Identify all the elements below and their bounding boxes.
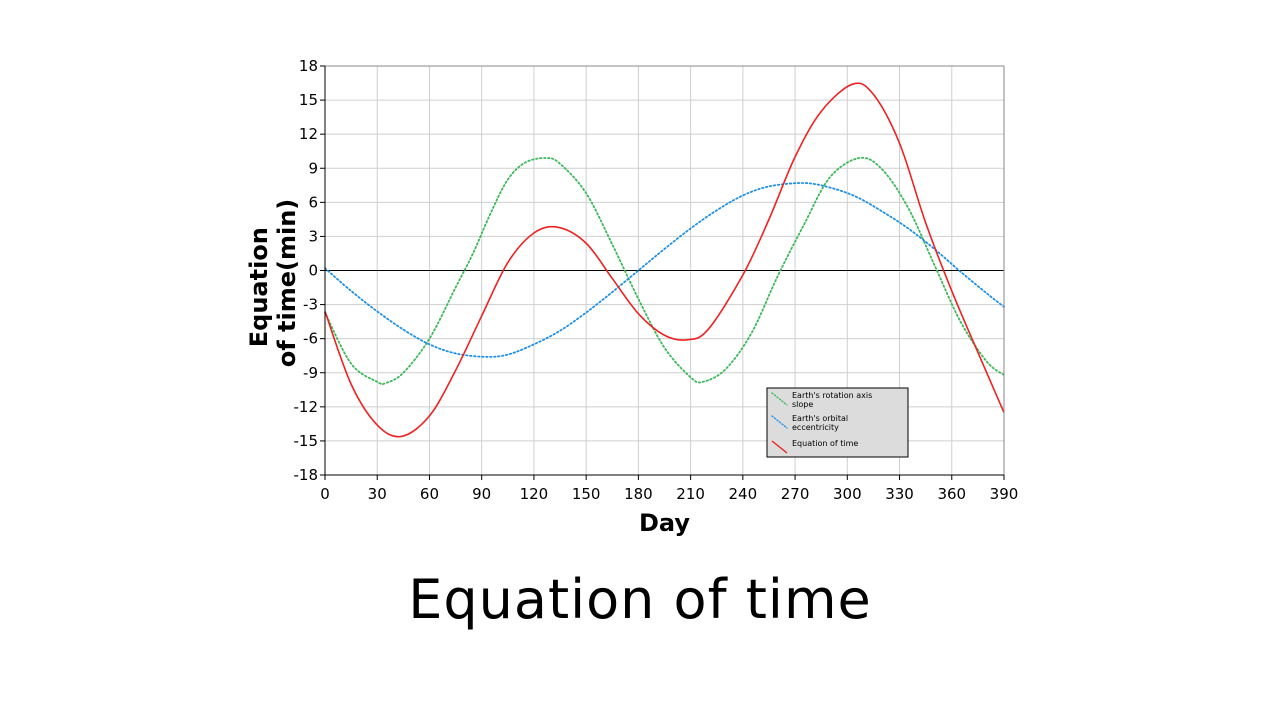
series-line-1 (324, 156, 1005, 386)
y-axis-label: Equation of time(min) (245, 199, 301, 368)
x-tick-label: 90 (472, 485, 491, 503)
y-tick-label: 9 (308, 159, 318, 177)
x-tick-label: 60 (420, 485, 439, 503)
x-tick-label: 390 (990, 485, 1019, 503)
axis-ticks: 0 30 60 90 120 150 180 210 240 270 300 330 360 390-18… (294, 57, 1019, 503)
x-tick-label: 180 (624, 485, 653, 503)
y-axis-label-line-2: of time(min) (273, 199, 301, 368)
x-tick-label: 240 (729, 485, 758, 503)
chart: 0 30 60 90 120 150 180 210 240 270 300 330 360 390-18… (245, 57, 1019, 537)
legend-swatch-3 (771, 440, 788, 454)
series-lines (324, 82, 1005, 438)
legend-label-3: Equation of time (792, 439, 858, 448)
y-tick-label: -6 (303, 330, 318, 348)
y-axis-label-line-1: Equation (245, 227, 273, 347)
legend-swatch-1 (771, 392, 788, 406)
x-tick-label: 150 (572, 485, 601, 503)
x-tick-label: 300 (833, 485, 862, 503)
legend: Earth's rotation axis slope Earth's orbita… (766, 387, 909, 458)
x-tick-label: 30 (368, 485, 387, 503)
legend-label-2: Earth's orbital eccentricity (792, 414, 848, 432)
x-tick-label: 360 (937, 485, 966, 503)
y-tick-label: 6 (308, 193, 318, 211)
series-line-3 (324, 82, 1005, 438)
figure-caption: Equation of time (408, 568, 872, 631)
y-tick-label: -3 (303, 296, 318, 314)
legend-box (766, 387, 909, 458)
x-tick-label: 120 (520, 485, 549, 503)
y-tick-label: 12 (299, 125, 318, 143)
legend-label-1: Earth's rotation axis slope (792, 391, 872, 409)
series-line-2 (324, 182, 1005, 358)
y-tick-label: -18 (294, 466, 319, 484)
x-tick-label: 0 (320, 485, 330, 503)
y-tick-label: 0 (308, 262, 318, 280)
y-tick-label: 18 (299, 57, 318, 75)
x-tick-label: 330 (885, 485, 914, 503)
y-tick-label: 15 (299, 91, 318, 109)
x-tick-label: 210 (676, 485, 705, 503)
x-tick-label: 270 (781, 485, 810, 503)
y-tick-label: -9 (303, 364, 318, 382)
y-tick-label: 3 (308, 227, 318, 245)
legend-swatch-2 (771, 415, 788, 429)
y-tick-label: -15 (294, 432, 319, 450)
x-axis-label: Day (639, 509, 690, 537)
y-tick-label: -12 (294, 398, 319, 416)
